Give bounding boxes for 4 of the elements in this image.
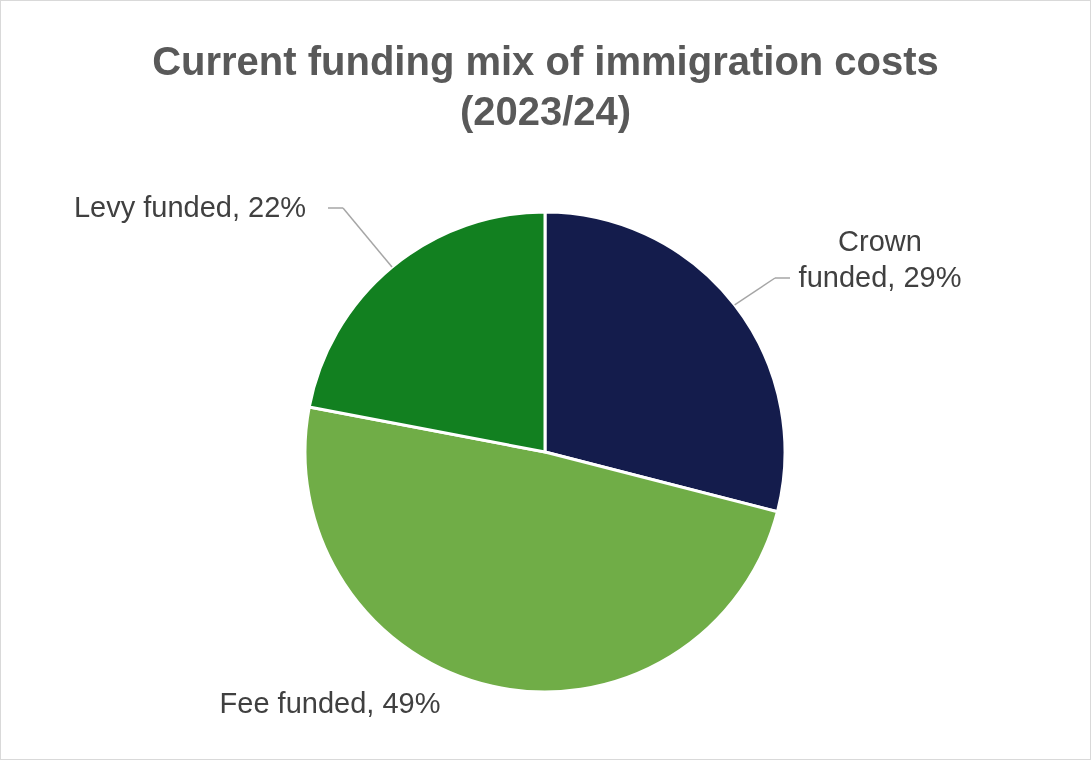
slice-label: Crown funded, 29% (798, 225, 962, 293)
chart-title: Current funding mix of immigration costs (2023/24) (152, 39, 939, 133)
slice-label: Levy funded, 22% (73, 191, 307, 223)
slice-label: Fee funded, 49% (219, 687, 441, 719)
